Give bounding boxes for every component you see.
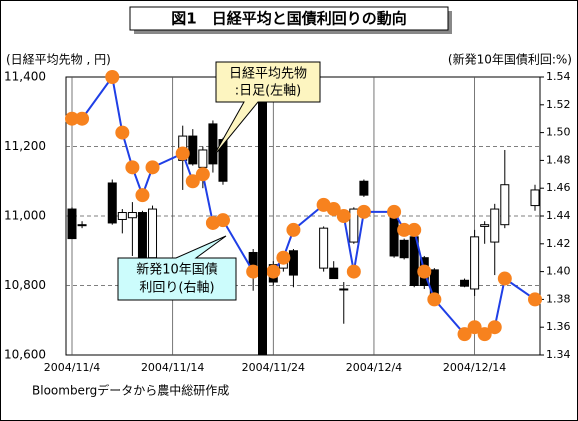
- callout-yield: 新発10年国債 利回り(右軸): [117, 235, 237, 301]
- y2-tick-label: 1.50: [546, 126, 571, 139]
- candle-body: [480, 224, 490, 227]
- yield-marker: [326, 202, 341, 217]
- yield-marker: [175, 146, 190, 161]
- y2-tick-label: 1.44: [546, 209, 571, 222]
- yield-marker: [135, 188, 150, 203]
- candle-body: [117, 212, 127, 220]
- y2-tick-label: 1.46: [546, 181, 571, 194]
- yield-marker: [477, 327, 492, 342]
- y-axis-label: (日経平均先物 , 円): [6, 53, 111, 67]
- yield-marker: [125, 160, 140, 175]
- yield-marker: [427, 292, 442, 307]
- candle-body: [359, 180, 369, 196]
- yield-marker: [145, 160, 160, 175]
- candle-body: [127, 212, 137, 219]
- candle-body: [288, 250, 298, 276]
- x-tick-label: 2004/11/24: [242, 361, 305, 374]
- marks: [65, 70, 542, 342]
- y-tick-label: 10,800: [4, 278, 46, 292]
- candle-body: [329, 267, 339, 280]
- candle-body: [460, 279, 470, 287]
- candle-body: [500, 184, 510, 226]
- yield-marker: [286, 222, 301, 237]
- candle-body: [67, 208, 77, 240]
- yield-marker: [457, 327, 472, 342]
- yield-marker: [276, 250, 291, 265]
- annotation-line: 利回り(右軸): [139, 281, 214, 296]
- callout-nikkei: 日経平均先物 :日足(左軸): [212, 61, 321, 158]
- yield-marker: [407, 222, 422, 237]
- yield-marker: [185, 174, 200, 189]
- candle-body: [148, 208, 158, 259]
- annotation-line: :日足(左軸): [235, 84, 302, 99]
- y-tick-label: 11,000: [4, 209, 46, 223]
- candle-body: [389, 215, 399, 257]
- y2-tick-label: 1.40: [546, 265, 571, 278]
- yield-marker: [387, 204, 402, 219]
- annotation-line: 新発10年国債: [136, 262, 218, 278]
- yield-marker: [417, 264, 432, 279]
- yield-marker: [397, 222, 412, 237]
- yield-marker: [336, 209, 351, 223]
- yield-marker: [105, 70, 120, 84]
- y2-axis-label: (新発10年国債利回:%): [448, 52, 572, 67]
- callout-box: [117, 235, 237, 301]
- yield-marker: [356, 204, 371, 219]
- x-tick-label: 2004/11/4: [44, 361, 100, 374]
- holiday-bar: [258, 77, 267, 355]
- chart-title: 図1 日経平均と国債利回りの動向: [171, 10, 406, 28]
- title-box: [129, 6, 449, 31]
- y-tick-label: 11,200: [4, 139, 46, 153]
- yield-marker: [246, 264, 261, 279]
- candle-body: [490, 208, 500, 243]
- yield-marker: [115, 125, 130, 140]
- yield-marker: [75, 111, 90, 126]
- candle-body: [107, 182, 117, 224]
- x-tick-label: 2004/12/4: [346, 361, 402, 374]
- yield-marker: [528, 292, 542, 307]
- x-tick-label: 2004/12/14: [443, 361, 506, 374]
- yield-marker: [467, 320, 482, 335]
- candle-body: [339, 288, 349, 291]
- x-tick-label: 2004/11/14: [141, 361, 204, 374]
- candle-body: [188, 135, 198, 165]
- y2-tick-label: 1.54: [546, 70, 571, 83]
- candle-body: [198, 149, 208, 168]
- candle-body: [530, 189, 540, 207]
- source-note: Bloombergデータから農中総研作成: [32, 383, 229, 398]
- candle-body: [77, 224, 87, 227]
- yield-marker: [195, 167, 210, 182]
- candle-body: [399, 239, 409, 259]
- y2-tick-label: 1.48: [546, 153, 571, 166]
- callout-box: [212, 61, 321, 158]
- yield-marker: [215, 213, 230, 228]
- candle-body: [349, 208, 359, 243]
- y2-tick-label: 1.36: [546, 320, 571, 333]
- y-tick-label: 10,600: [4, 348, 46, 362]
- candle-body: [208, 123, 218, 165]
- y2-tick-label: 1.52: [546, 98, 571, 111]
- yield-marker: [346, 264, 361, 279]
- yield-marker: [266, 264, 281, 279]
- annotation-line: 日経平均先物: [229, 67, 307, 82]
- y-tick-label: 11,400: [4, 70, 46, 84]
- candle-body: [319, 227, 329, 269]
- y2-tick-label: 1.42: [546, 237, 571, 250]
- y2-tick-label: 1.34: [546, 348, 571, 361]
- yield-marker: [65, 111, 79, 126]
- yield-marker: [487, 320, 502, 335]
- yield-marker: [497, 271, 512, 286]
- y2-tick-label: 1.38: [546, 292, 571, 305]
- candle-body: [470, 236, 480, 290]
